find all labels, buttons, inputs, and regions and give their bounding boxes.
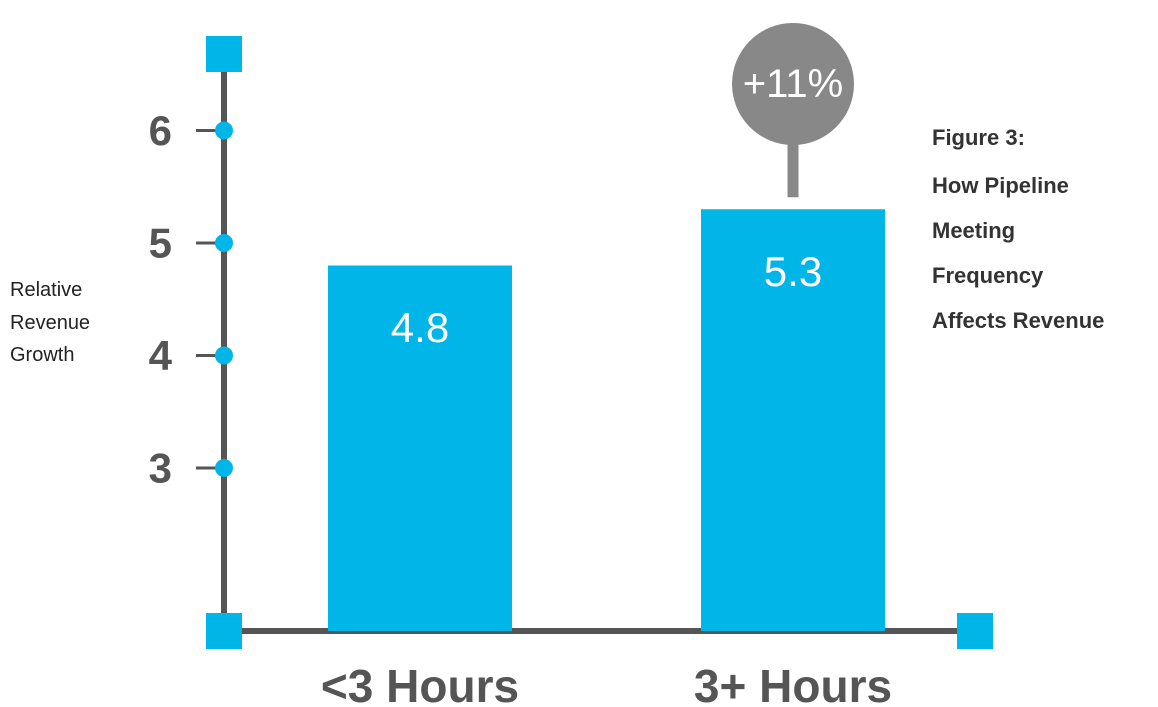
origin-marker	[206, 613, 242, 649]
x-category-label: 3+ Hours	[694, 660, 892, 707]
y-tick-marker	[215, 234, 233, 252]
figure-title-line: How Pipeline	[932, 173, 1069, 198]
y-tick-marker	[215, 121, 233, 140]
y-tick-marker	[215, 346, 233, 365]
figure-title-line: Frequency	[932, 263, 1044, 288]
y-axis-label-line: Growth	[10, 344, 74, 366]
y-axis-label-line: Revenue	[10, 312, 90, 334]
bar	[328, 265, 512, 631]
x-category-label: <3 Hours	[321, 660, 519, 707]
y-axis-top-marker	[206, 36, 242, 72]
y-tick-label: 5	[149, 220, 172, 267]
figure-title-line: Affects Revenue	[932, 308, 1104, 333]
y-axis-label: Relative Revenue Growth	[10, 279, 94, 366]
figure-title: Figure 3: How Pipeline Meeting Frequency…	[932, 125, 1104, 333]
y-tick-label: 3	[149, 445, 172, 492]
callout-circle	[732, 23, 854, 145]
bar	[701, 209, 885, 631]
bar-value-label: 4.8	[391, 304, 449, 351]
y-tick-label: 6	[149, 107, 172, 154]
figure-title-line: Figure 3:	[932, 125, 1025, 150]
bar-value-label: 5.3	[764, 248, 822, 295]
callout-label: +11%	[743, 62, 843, 106]
y-tick-marker	[215, 459, 233, 477]
callout: +11%	[732, 23, 854, 198]
y-tick-label: 4	[149, 332, 173, 379]
y-axis-label-line: Relative	[10, 279, 82, 301]
x-axis-end-marker	[957, 613, 993, 649]
figure-title-line: Meeting	[932, 218, 1015, 243]
